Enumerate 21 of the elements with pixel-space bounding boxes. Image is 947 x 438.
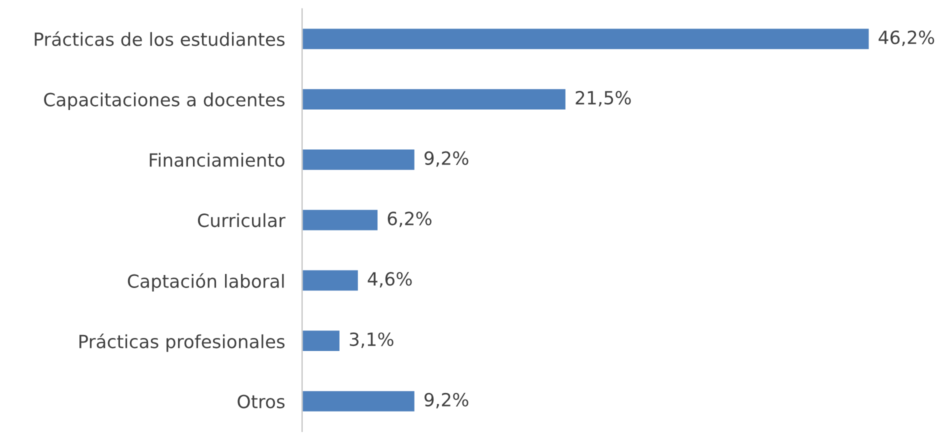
y-tick-label: Prácticas profesionales — [79, 334, 285, 352]
bar — [302, 148, 416, 172]
data-label: 3,1% — [350, 332, 394, 348]
bar — [302, 27, 870, 51]
bar — [302, 268, 360, 292]
data-label: 46,2% — [878, 30, 934, 46]
y-tick-label: Captación laboral — [128, 273, 284, 292]
data-label: 4,6% — [368, 272, 412, 288]
data-label: 9,2% — [424, 392, 468, 408]
bar — [302, 390, 416, 413]
data-label: 6,2% — [388, 212, 432, 228]
y-tick-label: Financiamiento — [150, 152, 284, 167]
y-tick-label: Otros — [238, 394, 285, 408]
y-tick-label: Curricular — [198, 213, 286, 228]
data-label: 9,2% — [424, 151, 468, 167]
y-tick-label: Capacitaciones a docentes — [44, 92, 285, 110]
y-tick-label: Prácticas de los estudiantes — [34, 31, 285, 46]
bar — [302, 329, 341, 352]
bar — [302, 208, 379, 232]
bar — [302, 88, 567, 111]
data-label: 21,5% — [576, 90, 631, 106]
